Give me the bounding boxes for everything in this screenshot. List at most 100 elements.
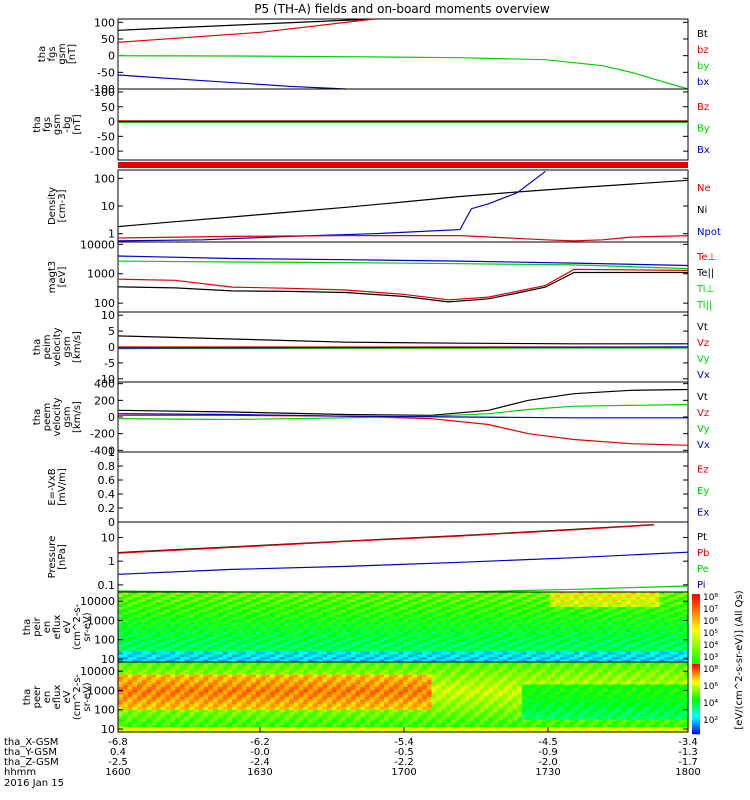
legend-Ti||: Ti|| bbox=[696, 300, 712, 311]
spectrogram-cell bbox=[170, 627, 176, 631]
spectrogram-cell bbox=[184, 687, 190, 691]
spectrogram-cell bbox=[422, 629, 428, 633]
spectrogram-cell bbox=[664, 657, 670, 661]
spectrogram-cell bbox=[407, 659, 414, 663]
spectrogram-cell bbox=[265, 657, 271, 661]
spectrogram-cell bbox=[464, 617, 471, 621]
spectrogram-cell bbox=[141, 639, 148, 643]
spectrogram-cell bbox=[607, 647, 613, 651]
spectrogram-cell bbox=[346, 632, 352, 636]
spectrogram-cell bbox=[203, 657, 209, 661]
spectrogram-cell bbox=[175, 592, 181, 596]
spectrogram-cell bbox=[412, 639, 418, 643]
spectrogram-cell bbox=[132, 709, 138, 713]
spectrogram-cell bbox=[683, 594, 689, 598]
spectrogram-cell bbox=[654, 647, 661, 651]
spectrogram-cell bbox=[170, 642, 176, 646]
spectrogram-cell bbox=[526, 614, 532, 618]
spectrogram-cell bbox=[417, 597, 423, 601]
spectrogram-cell bbox=[654, 657, 661, 661]
spectrogram-cell bbox=[597, 617, 604, 621]
spectrogram-cell bbox=[336, 684, 342, 688]
spectrogram-cell bbox=[322, 634, 328, 638]
spectrogram-cell bbox=[322, 639, 328, 643]
spectrogram-cell bbox=[284, 624, 290, 628]
spectrogram-cell bbox=[374, 617, 380, 621]
spectrogram-cell bbox=[308, 704, 314, 708]
spectrogram-cell bbox=[512, 644, 518, 648]
spectrogram-cell bbox=[331, 629, 338, 633]
spectrogram-cell bbox=[170, 637, 176, 641]
spectrogram-cell bbox=[445, 617, 452, 621]
spectrogram-cell bbox=[132, 689, 138, 693]
spectrogram-cell bbox=[289, 637, 295, 641]
spectrogram-cell bbox=[241, 619, 247, 623]
spectrogram-cell bbox=[422, 619, 428, 623]
spectrogram-cell bbox=[217, 632, 224, 636]
spectrogram-cell bbox=[208, 637, 214, 641]
series-Pe bbox=[117, 585, 689, 593]
spectrogram-cell bbox=[322, 629, 328, 633]
spectrogram-cell bbox=[217, 664, 224, 668]
spectrogram-cell bbox=[626, 612, 632, 616]
spectrogram-cell bbox=[431, 624, 437, 628]
spectrogram-cell bbox=[398, 609, 404, 613]
spectrogram-cell bbox=[322, 677, 328, 681]
spectrogram-cell bbox=[341, 699, 347, 703]
y-tick-label: 1 bbox=[108, 228, 115, 241]
spectrogram-cell bbox=[593, 604, 599, 608]
spectrogram-cell bbox=[132, 627, 138, 631]
spectrogram-cell bbox=[398, 629, 404, 633]
spectrogram-cell bbox=[417, 627, 423, 631]
spectrogram-cell bbox=[189, 674, 195, 678]
spectrogram-cell bbox=[493, 604, 499, 608]
spectrogram-cell bbox=[550, 629, 556, 633]
spectrogram-cell bbox=[360, 639, 366, 643]
spectrogram-cell bbox=[198, 667, 205, 671]
series-Vt bbox=[117, 335, 688, 345]
spectrogram-cell bbox=[127, 729, 133, 733]
spectrogram-cell bbox=[232, 667, 238, 671]
spectrogram-cell bbox=[498, 639, 504, 643]
spectrogram-cell bbox=[531, 609, 537, 613]
spectrogram-cell bbox=[184, 624, 190, 628]
spectrogram-cell bbox=[417, 594, 423, 598]
spectrogram-cell bbox=[222, 629, 228, 633]
spectrogram-cell bbox=[246, 622, 252, 626]
spectrogram-cell bbox=[170, 659, 176, 663]
spectrogram-cell bbox=[678, 619, 684, 623]
spectrogram-cell bbox=[251, 654, 257, 658]
spectrogram-cell bbox=[583, 609, 589, 613]
spectrogram-cell bbox=[179, 704, 186, 708]
spectrogram-cell bbox=[208, 659, 214, 663]
spectrogram-cell bbox=[298, 647, 304, 651]
spectrogram-cell bbox=[289, 607, 295, 611]
spectrogram-cell bbox=[336, 719, 342, 723]
spectrogram-cell bbox=[165, 702, 171, 706]
spectrogram-cell bbox=[360, 662, 366, 666]
spectrogram-cell bbox=[331, 594, 338, 598]
spectrogram-cell bbox=[407, 604, 414, 608]
spectrogram-cell bbox=[303, 619, 309, 623]
spectrogram-cell bbox=[507, 642, 513, 646]
spectrogram-cell bbox=[654, 619, 661, 623]
spectrogram-cell bbox=[160, 667, 167, 671]
spectrogram-cell bbox=[184, 657, 190, 661]
spectrogram-cell bbox=[474, 637, 480, 641]
spectrogram-cell bbox=[198, 729, 205, 733]
spectrogram-cell bbox=[493, 647, 499, 651]
spectrogram-cell bbox=[431, 594, 437, 598]
spectrogram-cell bbox=[517, 659, 523, 663]
spectrogram-cell bbox=[146, 622, 152, 626]
spectrogram-cell bbox=[255, 644, 262, 648]
spectrogram-cell bbox=[336, 592, 342, 596]
spectrogram-cell bbox=[232, 642, 238, 646]
spectrogram-cell bbox=[217, 602, 224, 606]
spectrogram-cell bbox=[260, 684, 266, 688]
spectrogram-cell bbox=[578, 597, 585, 601]
spectrogram-cell bbox=[312, 629, 319, 633]
spectrogram-cell bbox=[659, 604, 665, 608]
spectrogram-cell bbox=[664, 604, 670, 608]
spectrogram-cell bbox=[388, 619, 395, 623]
spectrogram-cell bbox=[507, 659, 513, 663]
